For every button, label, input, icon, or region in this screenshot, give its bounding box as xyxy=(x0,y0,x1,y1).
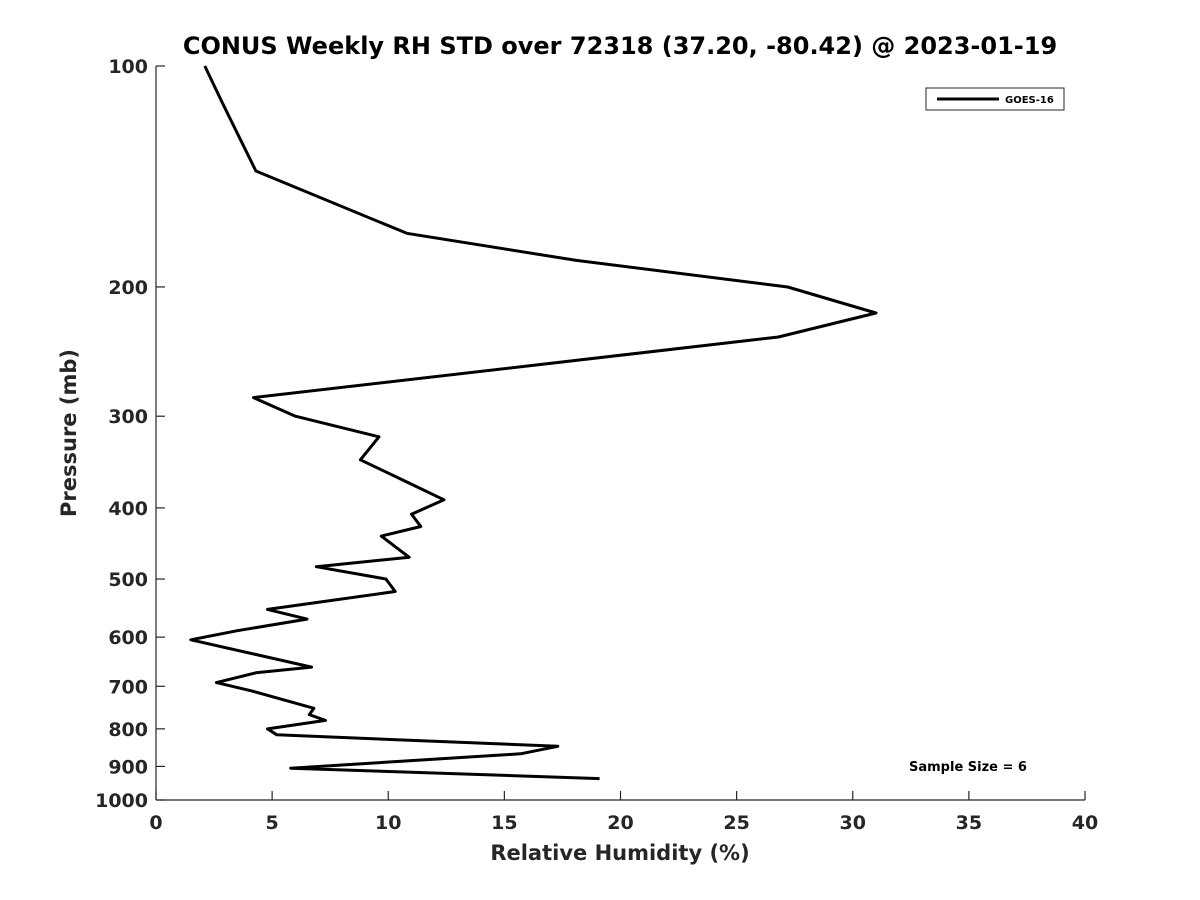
legend-label: GOES-16 xyxy=(1005,95,1054,106)
y-tick-label: 1000 xyxy=(95,790,148,812)
y-axis: 100 200 300 400 500 600 700 800 900 1000 xyxy=(95,56,165,812)
y-tick-label: 500 xyxy=(108,569,148,591)
sample-size-annotation: Sample Size = 6 xyxy=(909,760,1027,775)
x-axis-label: Relative Humidity (%) xyxy=(490,841,749,865)
y-tick-label: 600 xyxy=(108,627,148,649)
y-tick-label: 400 xyxy=(108,498,148,520)
y-tick-label: 300 xyxy=(108,406,148,428)
y-tick-label: 900 xyxy=(108,756,148,778)
x-tick-label: 25 xyxy=(723,812,749,834)
y-tick-label: 100 xyxy=(108,56,148,78)
x-tick-label: 40 xyxy=(1072,812,1098,834)
x-tick-label: 0 xyxy=(149,812,162,834)
y-axis-label: Pressure (mb) xyxy=(57,349,81,517)
y-tick-label: 700 xyxy=(108,676,148,698)
x-tick-label: 10 xyxy=(375,812,401,834)
x-tick-label: 30 xyxy=(840,812,866,834)
x-tick-label: 35 xyxy=(956,812,982,834)
x-axis: 0 5 10 15 20 25 30 35 40 xyxy=(149,791,1098,834)
series-line-goes-16 xyxy=(189,65,878,781)
chart-title: CONUS Weekly RH STD over 72318 (37.20, -… xyxy=(183,32,1057,60)
y-tick-label: 200 xyxy=(108,277,148,299)
x-tick-label: 5 xyxy=(266,812,279,834)
y-tick-label: 800 xyxy=(108,719,148,741)
x-tick-label: 15 xyxy=(491,812,517,834)
series-layer xyxy=(189,65,878,781)
legend: GOES-16 xyxy=(925,87,1065,111)
x-tick-label: 20 xyxy=(607,812,633,834)
